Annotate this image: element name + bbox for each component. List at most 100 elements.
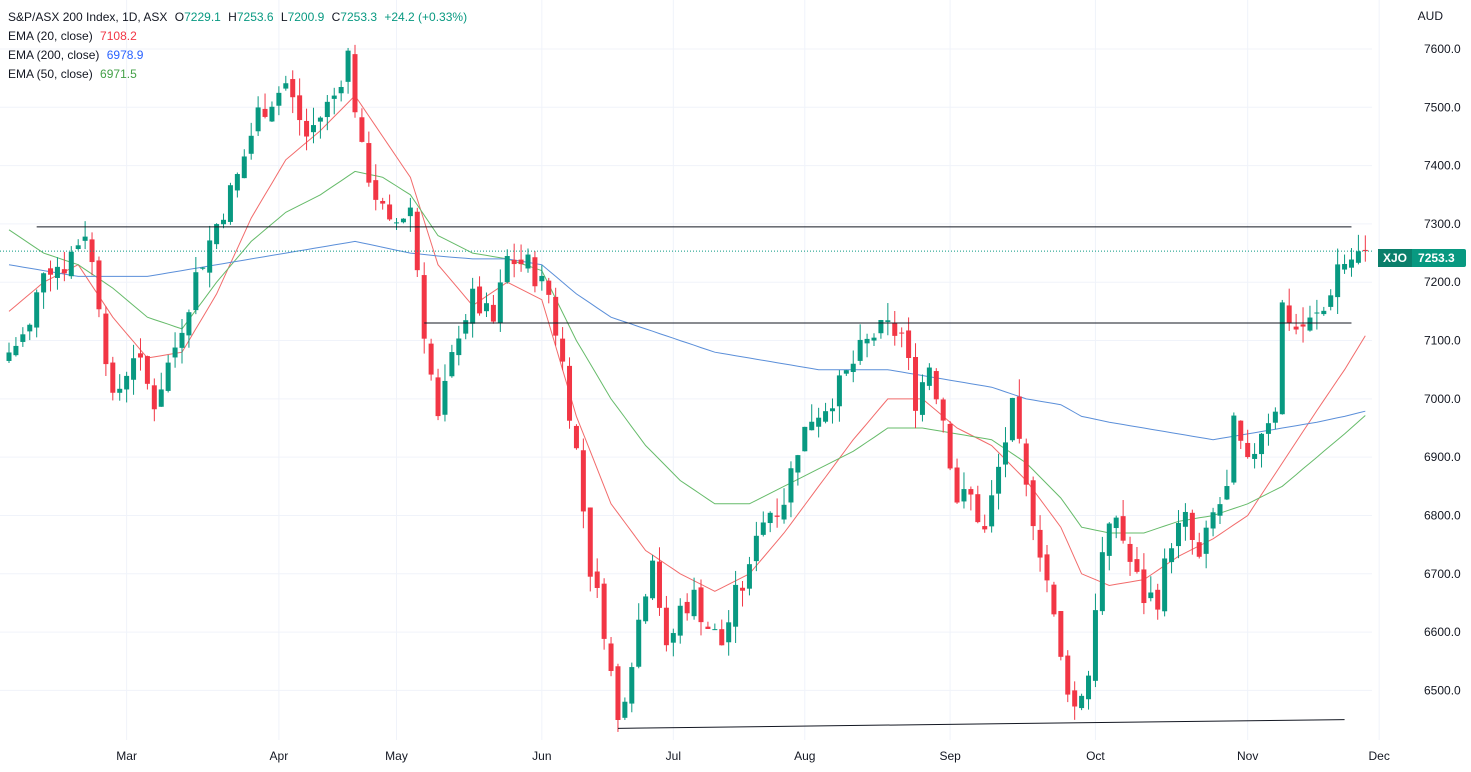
indicator-value: 6978.9 xyxy=(106,48,144,62)
indicator-ema200[interactable]: EMA (200, close) 6978.9 xyxy=(8,46,467,65)
currency-label[interactable]: AUD xyxy=(1417,9,1443,23)
time-axis[interactable]: Mar Apr May Jun Jul Aug Sep Oct Nov Dec xyxy=(116,749,1390,763)
candle-down xyxy=(553,296,559,336)
candle-up xyxy=(809,421,815,431)
x-tick-label: Apr xyxy=(270,749,289,763)
candle-down xyxy=(414,211,420,271)
indicator-ema50[interactable]: EMA (50, close) 6971.5 xyxy=(8,65,467,84)
candle-down xyxy=(774,515,780,517)
x-tick-label: May xyxy=(385,749,408,763)
price-tag-symbol: XJO xyxy=(1378,249,1413,267)
candle-down xyxy=(573,425,579,449)
candle-up xyxy=(324,101,330,118)
candle-down xyxy=(1016,396,1022,439)
candle-down xyxy=(975,494,981,523)
candle-down xyxy=(1058,611,1064,657)
candle-up xyxy=(1106,523,1112,556)
candle-up xyxy=(989,495,995,527)
candle-up xyxy=(629,667,635,704)
candle-up xyxy=(885,320,891,322)
candle-up xyxy=(650,560,656,599)
candle-down xyxy=(61,269,67,274)
candle-down xyxy=(1293,326,1299,330)
candle-up xyxy=(317,117,323,122)
candle-up xyxy=(1307,317,1313,331)
candle-down xyxy=(1196,542,1202,557)
candle-down xyxy=(1245,442,1251,458)
candle-down xyxy=(532,257,538,287)
candle-down xyxy=(982,526,988,530)
candle-up xyxy=(338,86,344,94)
candle-up xyxy=(691,589,697,617)
candle-up xyxy=(241,156,247,179)
candle-up xyxy=(1348,259,1354,268)
candle-up xyxy=(1314,312,1320,314)
candle-down xyxy=(740,587,746,591)
indicator-value: 7108.2 xyxy=(100,29,137,43)
candle-up xyxy=(6,352,12,361)
candle-down xyxy=(103,313,109,365)
candle-up xyxy=(331,95,337,99)
candle-up xyxy=(193,272,199,311)
candle-down xyxy=(601,583,607,639)
x-tick-label: Mar xyxy=(116,749,137,763)
indicator-name: EMA (20, close) xyxy=(8,29,93,43)
candle-down xyxy=(1030,480,1036,527)
x-tick-label: Nov xyxy=(1237,749,1258,763)
candle-up xyxy=(829,408,835,412)
high-value: 7253.6 xyxy=(236,10,274,24)
candle-down xyxy=(387,204,393,220)
candle-up xyxy=(207,240,213,273)
candle-down xyxy=(719,629,725,646)
candle-up xyxy=(1175,522,1181,547)
candle-up xyxy=(961,489,967,502)
indicator-ema20[interactable]: EMA (20, close) 7108.2 xyxy=(8,27,467,46)
candle-up xyxy=(1259,433,1265,455)
candle-up xyxy=(172,347,178,358)
candle-down xyxy=(899,332,905,334)
symbol-row[interactable]: S&P/ASX 200 Index, 1D, ASX O7229.1 H7253… xyxy=(8,8,467,27)
low-value: 7200.9 xyxy=(287,10,325,24)
candle-down xyxy=(373,180,379,200)
symbol-title[interactable]: S&P/ASX 200 Index, 1D, ASX xyxy=(8,10,168,24)
candle-down xyxy=(615,666,621,720)
candle-down xyxy=(1134,559,1140,572)
candle-up xyxy=(456,338,462,356)
open-value: 7229.1 xyxy=(184,10,221,24)
candle-up xyxy=(1252,453,1258,459)
candle-up xyxy=(781,504,787,520)
x-tick-label: Aug xyxy=(794,749,815,763)
candle-down xyxy=(608,643,614,671)
price-axis[interactable]: 6500.0 6600.0 6700.0 6800.0 6900.0 7000.0 7100… xyxy=(1424,42,1461,697)
y-tick-label: 7200.0 xyxy=(1424,275,1461,289)
price-tag-value: 7253.3 xyxy=(1418,251,1455,265)
candle-down xyxy=(1065,655,1071,695)
candle-up xyxy=(68,251,74,277)
candle-down xyxy=(48,268,54,275)
candle-up xyxy=(186,312,192,336)
candle-up xyxy=(463,320,469,334)
candle-up xyxy=(857,339,863,361)
candle-up xyxy=(1002,442,1008,465)
candle-up xyxy=(449,352,455,377)
candle-up xyxy=(525,254,531,269)
candle-up xyxy=(1162,558,1168,612)
grid xyxy=(0,0,1380,740)
candle-down xyxy=(518,259,524,265)
candle-down xyxy=(1141,569,1147,604)
candle-up xyxy=(746,564,752,589)
candle-up xyxy=(1321,310,1327,315)
candle-down xyxy=(1044,554,1050,581)
candle-up xyxy=(117,388,123,393)
candle-down xyxy=(110,362,116,393)
candle-down xyxy=(290,79,296,98)
candle-up xyxy=(1099,552,1105,612)
candle-up xyxy=(179,332,185,348)
x-tick-label: Oct xyxy=(1086,749,1105,763)
y-tick-label: 7000.0 xyxy=(1424,392,1461,406)
candle-up xyxy=(165,362,171,391)
candle-down xyxy=(352,54,358,113)
candle-down xyxy=(913,357,919,411)
y-tick-label: 7600.0 xyxy=(1424,42,1461,56)
